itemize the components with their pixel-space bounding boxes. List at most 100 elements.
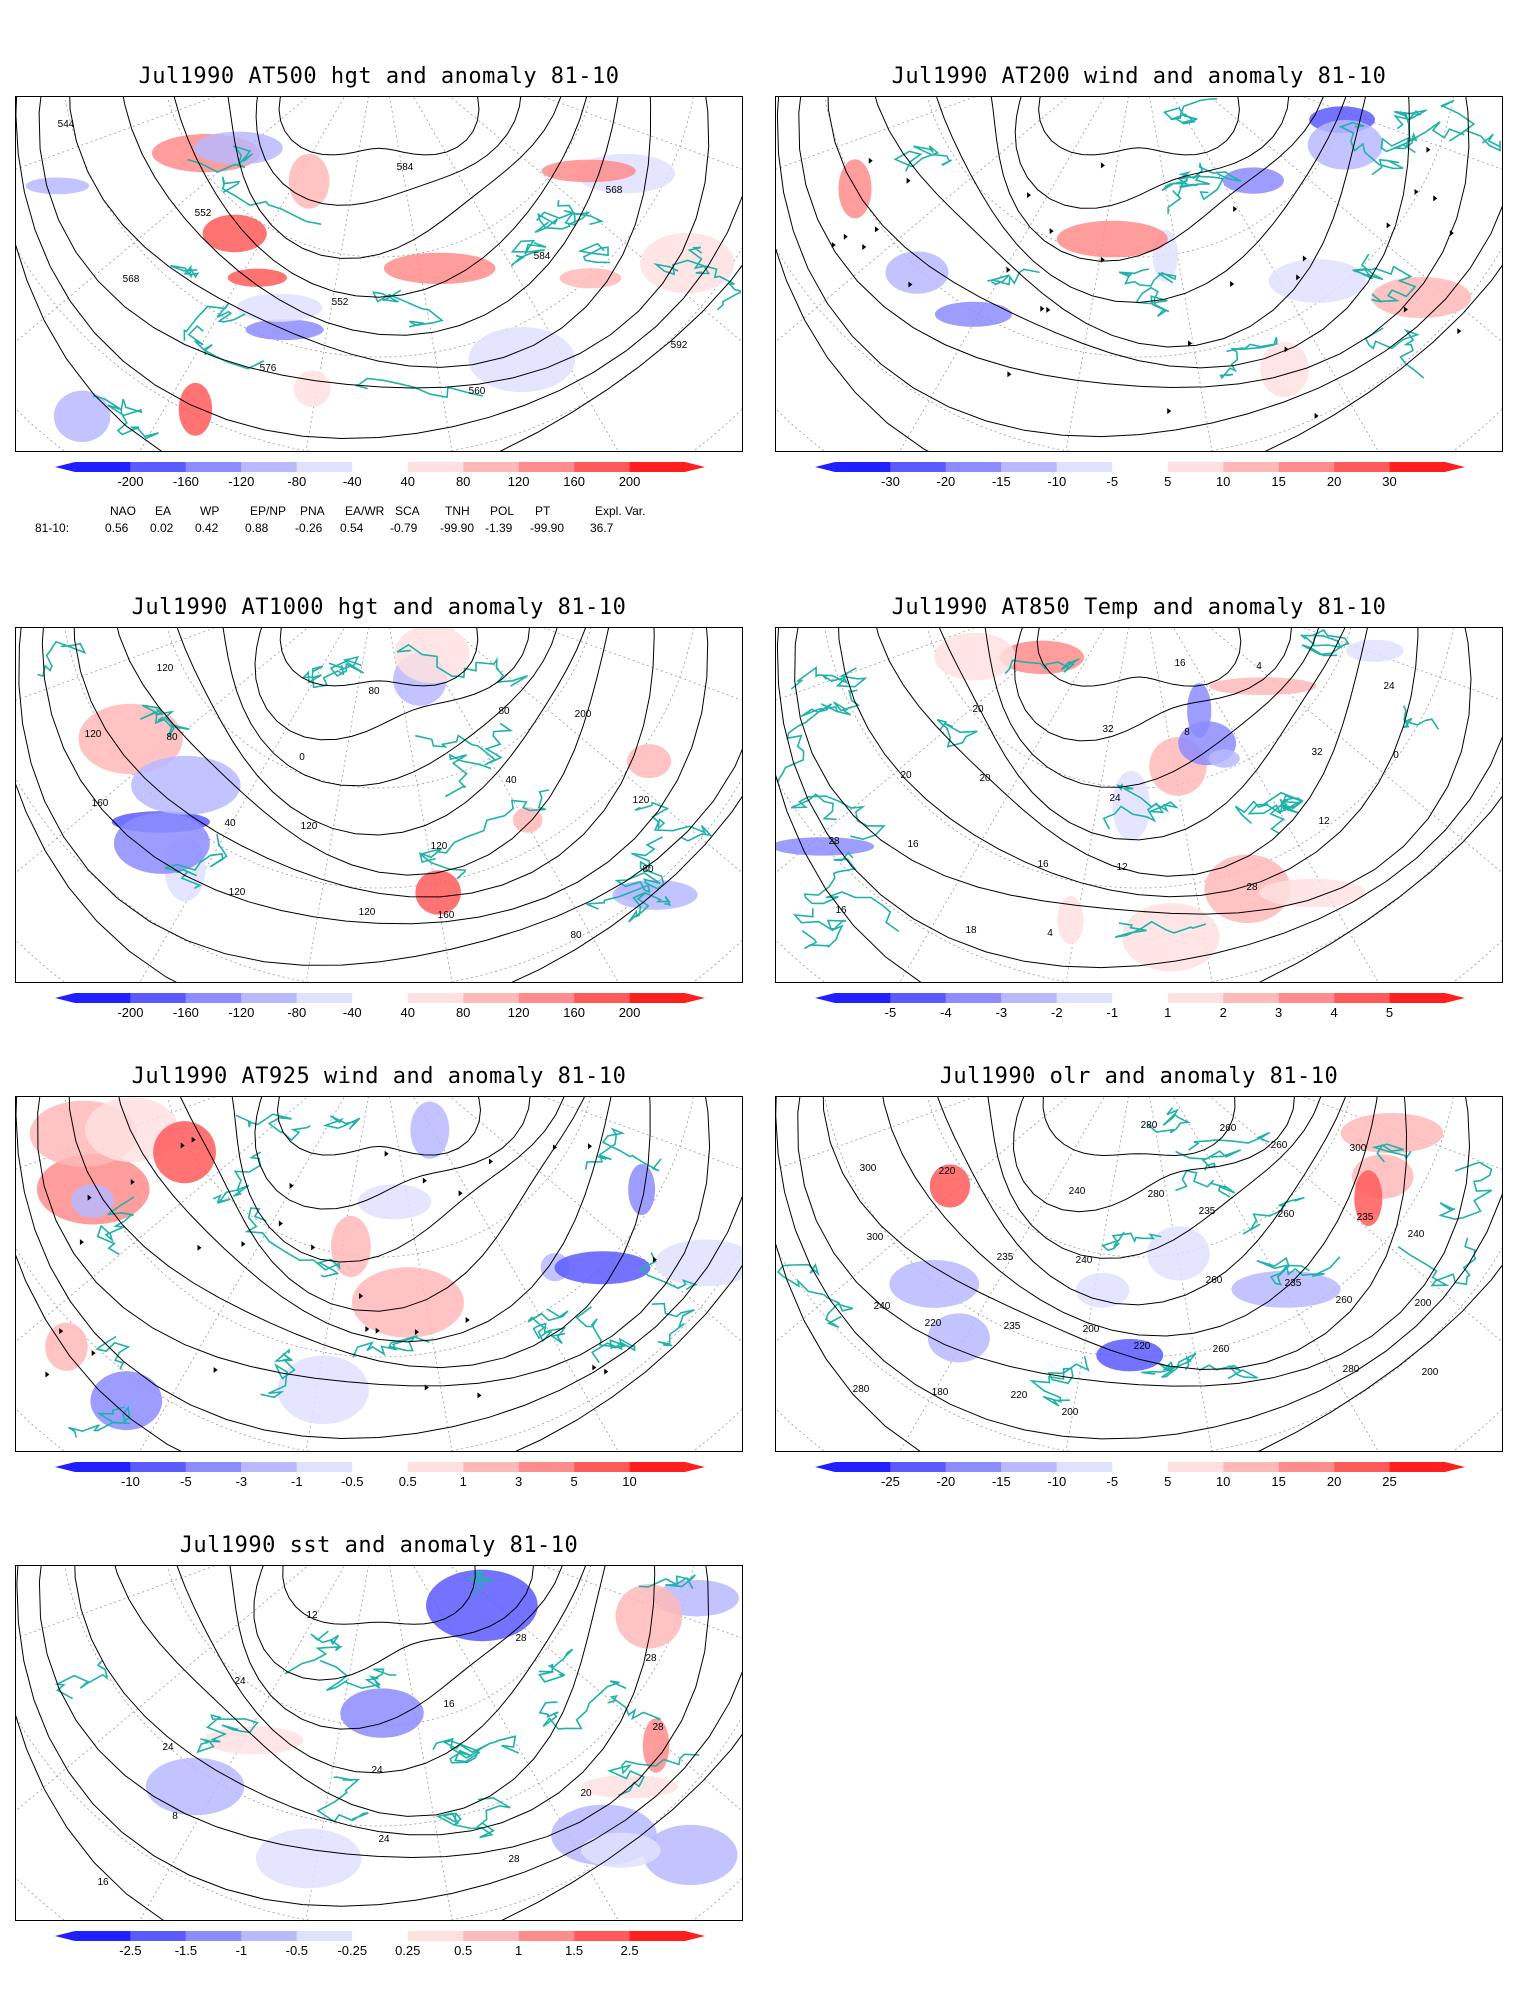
colorbar-swatch — [835, 1462, 891, 1472]
coastline — [607, 1694, 661, 1721]
contour-label: 235 — [997, 1252, 1014, 1263]
coastline — [820, 689, 861, 716]
streamline-arrow — [311, 1244, 316, 1251]
coastline — [893, 145, 952, 172]
colorbar-tick-label: 25 — [1382, 1474, 1396, 1489]
positive-anomaly-area — [1057, 896, 1084, 945]
colorbar-tick-label: -10 — [1047, 474, 1066, 489]
colorbar-tick-label: 5 — [1164, 1474, 1171, 1489]
contour-line — [176, 1566, 586, 1774]
positive-anomaly-area — [541, 159, 636, 183]
colorbar-tick-label: 120 — [508, 1005, 530, 1020]
index-header: WP — [200, 504, 220, 518]
contour-label: 235 — [1357, 1212, 1374, 1223]
colorbar-tick-label: -30 — [881, 474, 900, 489]
colorbar-swatch — [1278, 1462, 1335, 1472]
contour-line — [116, 628, 610, 876]
contour-label: 160 — [438, 910, 455, 921]
colorbar-swatch — [1278, 462, 1335, 472]
contour-line — [794, 628, 1472, 915]
contour-label: 0 — [1393, 750, 1399, 761]
coastline — [196, 1714, 259, 1754]
negative-anomaly-area — [53, 390, 111, 442]
map-svg: 20 12 4 0 16 4 8 12 16 20 24 28 24 20 16 16 32 28 18 32 — [776, 628, 1502, 982]
colorbar-swatch — [407, 993, 464, 1003]
graticule-meridian — [16, 1097, 309, 1343]
coastline — [510, 239, 547, 267]
colorbar-tick-label: 2 — [1220, 1005, 1227, 1020]
panel-title: Jul1990 AT925 wind and anomaly 81-10 — [131, 1064, 627, 1089]
streamline-arrow — [1188, 340, 1193, 347]
colorbar-swatch — [518, 1931, 575, 1941]
graticule-meridian — [449, 1097, 742, 1343]
coastline — [1167, 161, 1242, 214]
colorbar-swatch — [75, 1931, 131, 1941]
colorbar-tick-label: 30 — [1382, 474, 1396, 489]
graticule-meridian — [413, 1566, 619, 1920]
colorbar-swatch — [241, 1931, 297, 1941]
streamline-arrow — [1040, 305, 1045, 312]
colorbar-tick-label: -2.5 — [119, 1943, 141, 1958]
streamline-arrow — [1386, 222, 1391, 229]
contour-label: 28 — [828, 836, 840, 847]
contour-label: 240 — [1069, 1186, 1086, 1197]
streamline-arrow — [384, 1150, 389, 1157]
colorbar-arrow-left — [55, 462, 75, 472]
colorbar-swatch — [1223, 462, 1279, 472]
map-plot: 20 12 4 0 16 4 8 12 16 20 24 28 24 20 16 16 32 28 18 32 — [775, 627, 1503, 983]
negative-anomaly-area — [145, 1757, 245, 1816]
colorbar-swatch — [1056, 1462, 1113, 1472]
coastline — [1219, 336, 1278, 380]
streamline-arrow — [180, 1142, 185, 1149]
contour-line — [253, 1566, 534, 1681]
contour-line — [16, 1097, 742, 1440]
contour-label: 16 — [1174, 658, 1186, 669]
contour-label: 576 — [260, 363, 277, 374]
index-headers: NAO EA WP EP/NP PNA EA/WR SCA TNH POL PT Expl. Var… — [35, 504, 735, 521]
colorbar-tick-label: -80 — [287, 474, 306, 489]
positive-anomaly-area — [351, 1267, 465, 1338]
streamline-arrow — [422, 1177, 427, 1184]
colorbar-swatch — [1167, 1462, 1224, 1472]
colorbar-swatch — [945, 1462, 1002, 1472]
contour-label: 12 — [1116, 862, 1128, 873]
positive-anomaly-area — [929, 1164, 971, 1208]
contour-label: 16 — [1037, 859, 1049, 870]
positive-anomaly-area — [330, 1215, 371, 1278]
contour-line — [41, 628, 709, 925]
positive-anomaly-area — [383, 252, 496, 285]
contour-label: 120 — [229, 887, 246, 898]
colorbar-swatch — [241, 993, 297, 1003]
colorbar-swatch — [463, 1931, 519, 1941]
graticule-meridian — [16, 97, 309, 343]
positive-anomaly-area — [153, 1121, 216, 1184]
coastline — [1338, 121, 1404, 176]
contour-line — [939, 628, 1346, 841]
colorbar-tick-label: -160 — [173, 1005, 199, 1020]
contour-label: 24 — [1383, 681, 1395, 692]
contour-line — [278, 97, 480, 156]
contour-label: 180 — [932, 1387, 949, 1398]
contour-line — [990, 97, 1324, 262]
streamline-arrow — [87, 1194, 92, 1201]
colorbar-tick-label: -0.5 — [286, 1943, 308, 1958]
contour-label: 260 — [1206, 1275, 1223, 1286]
positive-anomaly-area — [615, 1584, 683, 1649]
streamline-arrow — [1167, 408, 1172, 415]
contour-label: 260 — [1213, 1344, 1230, 1355]
coastline — [436, 789, 550, 854]
streamline-arrow — [1100, 256, 1105, 263]
colorbar-tick-label: 20 — [1327, 1474, 1341, 1489]
map-plot: 24 28 28 8 12 16 20 16 24 24 28 28 24 — [15, 1565, 743, 1921]
index-header: SCA — [395, 504, 420, 518]
colorbar-tick-label: -5 — [885, 1005, 897, 1020]
contour-line — [16, 1566, 742, 1907]
colorbar-tick-label: 5 — [1386, 1005, 1393, 1020]
map-svg: 544 552 552 560 568 568 576 584 584 592 — [16, 97, 742, 451]
contour-line — [16, 244, 742, 451]
contour-label: 12 — [1318, 816, 1330, 827]
streamline-arrow — [91, 1350, 96, 1357]
contour-label: 4 — [1256, 661, 1262, 672]
graticule-meridian — [1149, 1097, 1213, 1451]
graticule-meridian — [776, 97, 976, 170]
